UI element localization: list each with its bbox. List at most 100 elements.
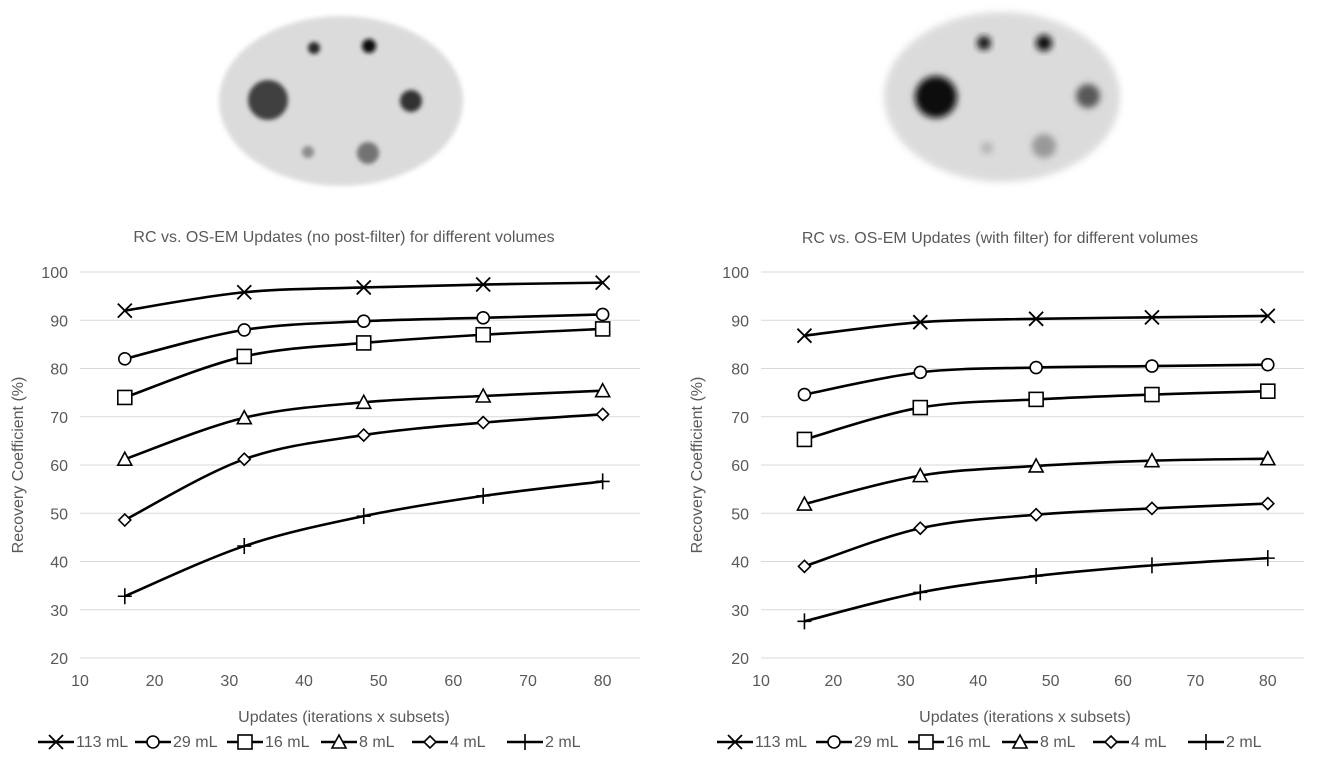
y-tick-label: 80 [50,362,68,379]
data-point [1028,507,1044,522]
x-tick-label: 10 [71,673,89,690]
x-tick-labels: 10 20 30 40 50 60 70 80 [71,673,612,690]
data-point [912,314,928,330]
sphere-2-ml [981,142,993,154]
legend-marker [827,735,841,749]
legend-label: 4 mL [450,734,486,751]
legend-item-8-ml: 8 mL [1002,733,1076,751]
sphere-4-ml [1032,134,1056,158]
legend-marker [48,734,64,750]
chart-no-post-filter: RC vs. OS-EM Updates (no post-filter) fo… [10,229,640,751]
y-tick-label: 70 [731,410,749,427]
legend-item-4-ml: 4 mL [1093,734,1167,751]
gridlines [80,271,640,659]
phantom-body [884,12,1120,182]
data-point [117,302,133,319]
data-point [475,276,491,293]
data-point [912,399,929,416]
data-point [913,521,928,536]
data-point [1145,359,1159,373]
legend-item-8-ml: 8 mL [321,733,395,751]
y-tick-label: 40 [50,555,68,572]
y-tick-label: 50 [731,506,749,523]
data-point [1144,501,1160,516]
y-tick-label: 60 [731,458,749,475]
data-point [1260,383,1276,399]
data-point [237,323,252,337]
x-axis-label: Updates (iterations x subsets) [238,709,450,726]
chart-title: RC vs. OS-EM Updates (no post-filter) fo… [133,229,554,246]
data-point [117,512,132,528]
data-point [595,473,610,490]
y-tick-label: 50 [50,506,68,523]
legend-marker [518,734,532,750]
phantom-image-with-filter [884,12,1120,182]
y-tick-label: 90 [731,313,749,330]
y-tick-label: 20 [50,651,68,668]
y-tick-label: 90 [50,313,68,330]
data-point [797,387,812,402]
series-16-ml [796,383,1276,448]
data-point [356,508,371,525]
legend-item-29-ml: 29 mL [816,734,899,751]
data-point [1259,450,1277,466]
series-4-ml [117,407,610,528]
x-tick-label: 40 [295,673,313,690]
data-point [1028,311,1044,327]
y-tick-label: 100 [41,265,68,282]
data-point [236,284,252,300]
x-tick-label: 40 [969,673,987,690]
data-point [476,415,491,430]
sphere-29-ml [977,36,991,50]
sphere-8-ml [400,90,422,112]
data-point [235,409,253,425]
legend-item-16-ml: 16 mL [227,734,310,751]
legend-marker [1103,734,1119,750]
series-lines [796,308,1277,630]
x-tick-label: 80 [1259,673,1277,690]
y-tick-label: 30 [50,603,68,620]
legend-marker [1011,733,1029,749]
sphere-16-ml [362,39,376,53]
legend-label: 113 mL [755,734,807,751]
y-tick-label: 80 [731,362,749,379]
data-point [355,393,373,410]
data-point [913,365,928,380]
legend-marker [237,734,253,750]
x-tick-label: 20 [146,673,164,690]
y-tick-label: 20 [731,651,749,668]
legend-label: 16 mL [946,734,991,751]
data-point [236,348,253,365]
x-tick-label: 70 [1187,673,1205,690]
sphere-4-ml [357,142,379,164]
data-point [476,311,491,325]
data-point [1029,360,1043,375]
series-8-ml [796,450,1277,511]
data-point [355,335,372,351]
series-113-ml [117,274,611,319]
x-tick-label: 10 [752,673,770,690]
y-tick-label: 100 [722,265,749,282]
legend-label: 2 mL [545,734,581,751]
data-point [595,407,610,422]
data-point [796,495,813,511]
chart-with-filter: RC vs. OS-EM Updates (with filter) for d… [689,230,1304,751]
data-point [1143,451,1161,468]
x-tick-label: 70 [519,673,537,690]
legend-label: 8 mL [1040,734,1076,751]
x-tick-label: 50 [370,673,388,690]
y-tick-label: 30 [731,603,749,620]
legend-item-2-ml: 2 mL [1188,734,1262,751]
data-point [797,559,812,574]
data-point [911,466,929,483]
y-axis-label: Recovery Coefficient (%) [689,377,706,554]
x-tick-label: 60 [444,673,462,690]
phantom-image-no-filter [219,16,463,186]
data-point [1028,391,1044,408]
series-16-ml [117,321,611,406]
y-tick-labels: 20 30 40 50 60 70 80 90 100 [41,265,68,668]
legend-label: 16 mL [265,734,310,751]
data-point [913,584,928,601]
chart-title: RC vs. OS-EM Updates (with filter) for d… [802,230,1198,247]
data-point [1029,567,1044,584]
